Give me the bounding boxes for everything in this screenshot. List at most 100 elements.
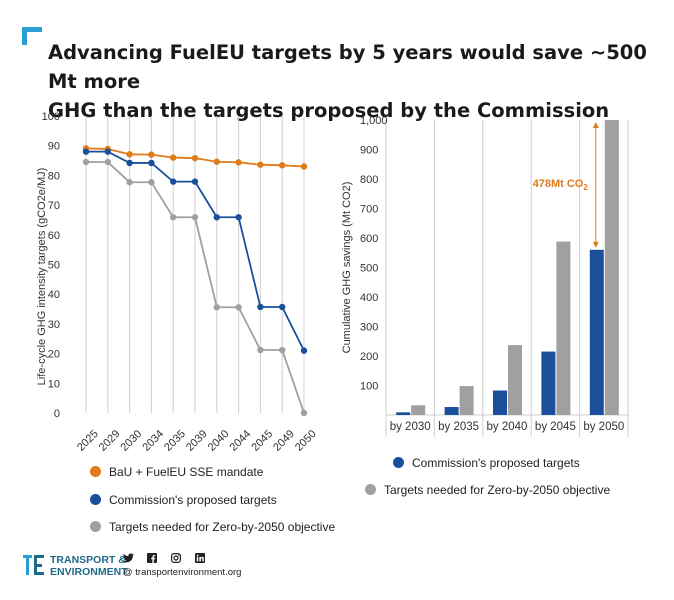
x-tick-label: 2045 <box>249 428 275 454</box>
annotation-label: 478Mt CO2 <box>533 178 589 192</box>
data-point <box>170 214 177 221</box>
data-point <box>235 304 242 311</box>
legend-swatch <box>365 484 376 495</box>
bar-chart: 100 200 300 400 500 600 700 800 900 1,000 by 2030 b… <box>341 115 629 437</box>
legend-swatch <box>90 494 101 505</box>
y-tick-label: 80 <box>48 170 60 182</box>
y-tick-label: 100 <box>42 111 60 123</box>
legend-label: Commission's proposed targets <box>412 456 580 470</box>
data-point <box>235 159 242 166</box>
facebook-icon[interactable] <box>147 553 158 564</box>
y-tick-label: 20 <box>48 349 60 361</box>
website-link[interactable]: @ transportenvironment.org <box>123 567 241 578</box>
x-tick-label: 2025 <box>75 428 101 454</box>
bar <box>604 120 619 415</box>
y-tick-label: 30 <box>48 319 60 331</box>
y-axis-label: Life-cycle GHG intensity targets (gCO2e/… <box>36 168 48 386</box>
at-icon: @ <box>123 567 133 578</box>
y-tick-label: 500 <box>360 263 378 275</box>
x-tick-label: 2040 <box>206 428 232 454</box>
legend-label: Commission's proposed targets <box>109 493 277 507</box>
bar <box>396 412 411 415</box>
data-point <box>279 303 286 311</box>
legend-item: Commission's proposed targets <box>90 493 277 507</box>
data-point <box>170 178 177 185</box>
legend-swatch <box>393 457 404 468</box>
x-tick-label: by 2045 <box>535 421 576 433</box>
bar <box>589 249 604 415</box>
legend-item: Targets needed for Zero-by-2050 objectiv… <box>90 520 335 534</box>
te-logo-icon <box>23 555 44 575</box>
y-tick-label: 600 <box>360 233 378 245</box>
bar <box>508 345 522 415</box>
data-point <box>104 158 112 166</box>
x-tick-label: by 2035 <box>438 421 479 433</box>
y-tick-label: 60 <box>48 230 60 242</box>
legend-label: BaU + FuelEU SSE mandate <box>109 465 264 479</box>
bar <box>541 351 556 415</box>
y-tick-label: 10 <box>48 378 60 390</box>
y-tick-label: 300 <box>360 322 378 334</box>
x-tick-label: 2029 <box>97 428 123 454</box>
y-tick-label: 0 <box>54 408 60 420</box>
data-point <box>257 303 264 311</box>
data-point <box>191 178 199 185</box>
data-point <box>126 151 133 158</box>
data-point <box>148 179 155 186</box>
instagram-icon[interactable] <box>171 553 182 564</box>
data-point <box>213 214 220 221</box>
data-point <box>82 148 90 155</box>
x-tick-label: 2049 <box>271 428 297 454</box>
data-point <box>257 346 264 354</box>
te-logo-text: TRANSPORT & ENVIRONMENT <box>50 554 128 578</box>
data-point <box>148 159 155 167</box>
website-text: transportenvironment.org <box>135 567 242 578</box>
data-point <box>126 179 133 186</box>
data-point <box>170 154 177 161</box>
data-point <box>213 158 220 165</box>
bar <box>493 390 507 415</box>
logo-line-1: TRANSPORT & <box>50 554 126 566</box>
y-tick-label: 100 <box>360 381 378 393</box>
data-point <box>279 162 286 169</box>
data-point <box>191 154 199 162</box>
annotation-arrowhead <box>592 241 599 248</box>
y-tick-label: 70 <box>48 200 60 212</box>
data-point <box>82 158 90 166</box>
y-tick-label: 200 <box>360 351 378 363</box>
legend-item: Targets needed for Zero-by-2050 objectiv… <box>365 483 610 497</box>
twitter-icon[interactable] <box>123 553 134 564</box>
y-tick-label: 40 <box>48 289 60 301</box>
x-tick-label: 2035 <box>162 428 188 454</box>
x-tick-label: by 2040 <box>487 421 528 433</box>
legend-swatch <box>90 466 101 477</box>
x-tick-label: 2044 <box>228 428 254 454</box>
y-tick-label: 400 <box>360 292 378 304</box>
y-tick-label: 50 <box>48 260 60 272</box>
data-point <box>279 346 286 354</box>
social-links <box>123 553 215 566</box>
data-point <box>300 409 308 417</box>
data-point <box>213 304 220 311</box>
data-point <box>126 159 133 167</box>
y-tick-label: 1,000 <box>360 115 388 127</box>
legend-label: Targets needed for Zero-by-2050 objectiv… <box>384 483 611 497</box>
x-tick-label: 2050 <box>293 428 319 454</box>
bar <box>556 241 571 415</box>
data-point <box>235 214 242 221</box>
logo-line-2: ENVIRONMENT <box>50 566 128 578</box>
x-tick-label: 2034 <box>140 428 166 454</box>
data-point <box>300 347 308 354</box>
data-point <box>191 214 199 221</box>
data-point <box>104 148 112 155</box>
x-tick-label: 2030 <box>119 428 145 454</box>
chart-title-line-1: Advancing FuelEU targets by 5 years woul… <box>48 41 647 93</box>
legend-item: Commission's proposed targets <box>393 456 580 470</box>
x-tick-label: by 2030 <box>390 421 431 433</box>
x-tick-label: 2039 <box>184 428 210 454</box>
linkedin-icon[interactable] <box>194 553 205 564</box>
title-corner-mark <box>22 27 42 45</box>
bar <box>444 407 459 415</box>
data-point <box>148 151 155 158</box>
y-tick-label: 900 <box>360 145 378 157</box>
